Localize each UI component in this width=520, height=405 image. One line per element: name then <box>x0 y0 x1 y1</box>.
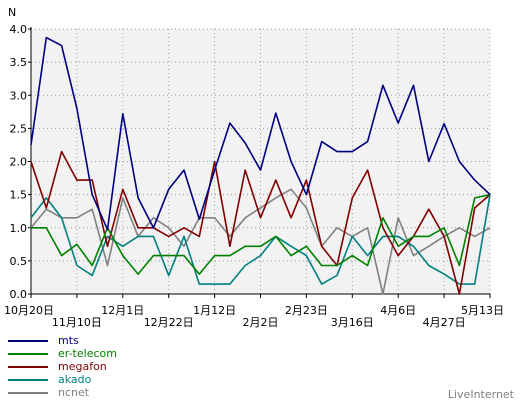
legend-label: mts <box>58 334 79 347</box>
legend-item-megafon: megafon <box>8 360 117 373</box>
legend-swatch <box>8 391 48 394</box>
y-tick-label: 0.5 <box>10 255 28 268</box>
legend-label: megafon <box>58 360 107 373</box>
series-line-mts <box>30 36 491 231</box>
legend-label: er-telecom <box>58 347 117 360</box>
x-tick-label: 11月10日 <box>52 316 102 329</box>
y-tick-label: 1.0 <box>10 222 28 235</box>
x-tick-label: 12月22日 <box>144 316 194 329</box>
y-tick-label: 2.0 <box>10 156 28 169</box>
y-tick-label: 3.5 <box>10 56 28 69</box>
y-tick-label: 1.5 <box>10 189 28 202</box>
y-tick-label: 0.0 <box>10 288 28 301</box>
y-axis-label: N <box>8 6 16 19</box>
y-tick-label: 3.0 <box>10 89 28 102</box>
x-tick-label: 1月12日 <box>193 304 236 317</box>
x-tick-label: 5月13日 <box>461 304 504 317</box>
legend-item-er-telecom: er-telecom <box>8 347 117 360</box>
x-tick-label: 10月20日 <box>4 304 54 317</box>
x-tick-label: 4月6日 <box>380 304 416 317</box>
legend-item-akado: akado <box>8 373 117 386</box>
legend-swatch <box>8 365 48 368</box>
y-tick-label: 4.0 <box>10 23 28 36</box>
x-tick-label: 2月23日 <box>285 304 328 317</box>
series-line-ncnet <box>30 188 491 295</box>
legend: mts er-telecom megafon akado ncnet <box>8 334 117 399</box>
legend-item-ncnet: ncnet <box>8 386 117 399</box>
watermark: LiveInternet <box>447 388 514 401</box>
legend-label: ncnet <box>58 386 90 399</box>
legend-label: akado <box>58 373 92 386</box>
x-tick-label: 4月27日 <box>423 316 466 329</box>
x-tick-label: 2月2日 <box>243 316 279 329</box>
series-line-akado <box>30 194 491 285</box>
y-axis-ticks: 0.0 0.5 1.0 1.5 2.0 2.5 3.0 3.5 4.0 <box>10 23 31 301</box>
series-lines <box>30 36 491 295</box>
y-tick-label: 2.5 <box>10 122 28 135</box>
legend-item-mts: mts <box>8 334 117 347</box>
legend-swatch <box>8 339 48 342</box>
legend-swatch <box>8 352 48 355</box>
x-tick-label: 3月16日 <box>331 316 374 329</box>
x-tick-label: 12月1日 <box>101 304 144 317</box>
legend-swatch <box>8 378 48 381</box>
